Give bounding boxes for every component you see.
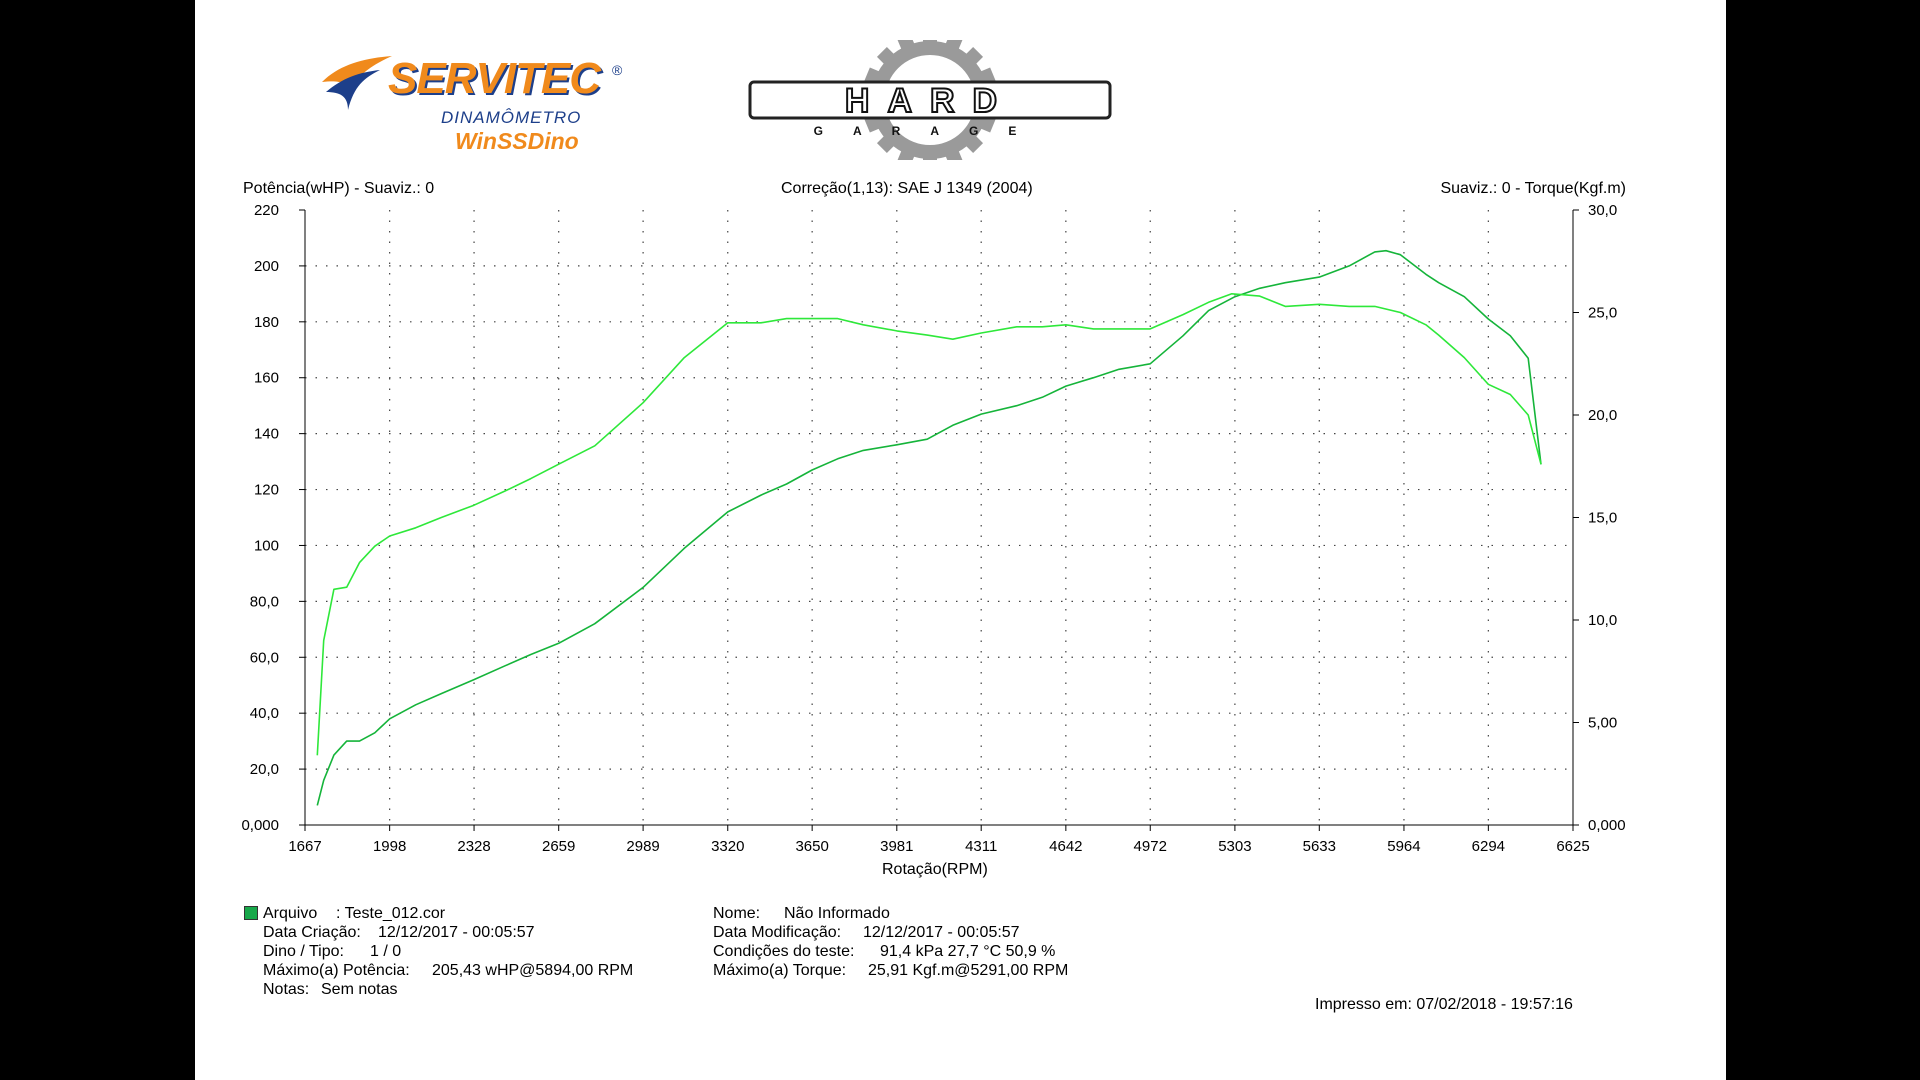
y-left-tick-label: 80,0 bbox=[250, 593, 279, 610]
series-legend-swatch bbox=[244, 906, 258, 920]
app-name: WinSSDino bbox=[455, 128, 579, 154]
y-left-tick-label: 60,0 bbox=[250, 649, 279, 666]
x-tick-label: 5964 bbox=[1387, 838, 1420, 855]
x-axis-label: Rotação(RPM) bbox=[882, 861, 988, 878]
x-tick-label: 6294 bbox=[1472, 838, 1505, 855]
y-left-tick-label: 20,0 bbox=[250, 761, 279, 778]
x-tick-label: 2659 bbox=[542, 838, 575, 855]
y-right-tick-label: 0,000 bbox=[1588, 817, 1626, 834]
dino-label: Dino / Tipo: bbox=[263, 943, 344, 960]
x-tick-label: 5303 bbox=[1218, 838, 1251, 855]
y-left-tick-label: 40,0 bbox=[250, 705, 279, 722]
nome-label: Nome: bbox=[713, 905, 761, 922]
y-left-tick-label: 120 bbox=[254, 482, 279, 499]
modif-value: 12/12/2017 - 00:05:57 bbox=[863, 924, 1020, 941]
y-left-tick-label: 140 bbox=[254, 426, 279, 443]
y-left-tick-label: 220 bbox=[254, 202, 279, 219]
servitec-swoosh-logo bbox=[322, 56, 392, 110]
x-tick-label: 3650 bbox=[795, 838, 828, 855]
criacao-label: Data Criação: bbox=[263, 924, 361, 941]
arquivo-value: : Teste_012.cor bbox=[336, 905, 446, 922]
max-power-label: Máximo(a) Potência: bbox=[263, 962, 410, 979]
y-right-tick-label: 15,0 bbox=[1588, 510, 1617, 527]
conditions-value: 91,4 kPa 27,7 °C 50,9 % bbox=[880, 943, 1056, 960]
y-right-tick-label: 5,00 bbox=[1588, 715, 1617, 732]
criacao-value: 12/12/2017 - 00:05:57 bbox=[378, 924, 535, 941]
x-tick-label: 2989 bbox=[626, 838, 659, 855]
x-tick-label: 5633 bbox=[1303, 838, 1336, 855]
y-left-tick-label: 0,000 bbox=[241, 817, 279, 834]
max-torque-value: 25,91 Kgf.m@5291,00 RPM bbox=[868, 962, 1069, 979]
notas-label: Notas: bbox=[263, 981, 310, 998]
dino-value: 1 / 0 bbox=[370, 943, 402, 960]
y-right-tick-label: 20,0 bbox=[1588, 407, 1617, 424]
printed-timestamp: Impresso em: 07/02/2018 - 19:57:16 bbox=[1315, 996, 1573, 1013]
y-left-tick-label: 200 bbox=[254, 258, 279, 275]
y-left-tick-label: 100 bbox=[254, 537, 279, 554]
chart-correction-title: Correção(1,13): SAE J 1349 (2004) bbox=[781, 180, 1033, 197]
x-tick-label: 4642 bbox=[1049, 838, 1082, 855]
registered-mark: ® bbox=[612, 62, 623, 78]
hard-garage-logo: HARD GARAGE bbox=[748, 40, 1112, 160]
x-tick-label: 1998 bbox=[373, 838, 406, 855]
torque-series-line bbox=[316, 292, 1542, 756]
right-axis-title: Suaviz.: 0 - Torque(Kgf.m) bbox=[1440, 180, 1626, 197]
x-tick-label: 3981 bbox=[880, 838, 913, 855]
modif-label: Data Modificação: bbox=[713, 924, 842, 941]
y-right-tick-label: 30,0 bbox=[1588, 202, 1617, 219]
left-axis-title: Potência(wHP) - Suaviz.: 0 bbox=[243, 180, 435, 197]
x-tick-label: 4311 bbox=[965, 838, 997, 855]
x-tick-label: 6625 bbox=[1556, 838, 1589, 855]
y-left-tick-label: 180 bbox=[254, 314, 279, 331]
notas-value: Sem notas bbox=[321, 981, 398, 998]
x-tick-label: 4972 bbox=[1134, 838, 1167, 855]
max-power-value: 205,43 wHP@5894,00 RPM bbox=[432, 962, 634, 979]
nome-value: Não Informado bbox=[784, 905, 890, 922]
x-tick-label: 2328 bbox=[457, 838, 490, 855]
svg-text:GARAGE: GARAGE bbox=[814, 124, 1047, 138]
y-right-tick-label: 10,0 bbox=[1588, 612, 1617, 629]
x-tick-label: 1667 bbox=[288, 838, 321, 855]
servitec-subtitle: DINAMÔMETRO bbox=[441, 108, 582, 127]
report-sheet bbox=[195, 0, 1726, 1080]
y-left-tick-label: 160 bbox=[254, 370, 279, 387]
arquivo-label: Arquivo bbox=[263, 905, 318, 922]
x-tick-label: 3320 bbox=[711, 838, 744, 855]
servitec-brand: SERVITEC bbox=[388, 54, 601, 103]
conditions-label: Condições do teste: bbox=[713, 943, 855, 960]
y-right-tick-label: 25,0 bbox=[1588, 305, 1617, 322]
max-torque-label: Máximo(a) Torque: bbox=[713, 962, 847, 979]
svg-text:HARD: HARD bbox=[845, 82, 1015, 120]
power-series-line bbox=[316, 249, 1542, 806]
